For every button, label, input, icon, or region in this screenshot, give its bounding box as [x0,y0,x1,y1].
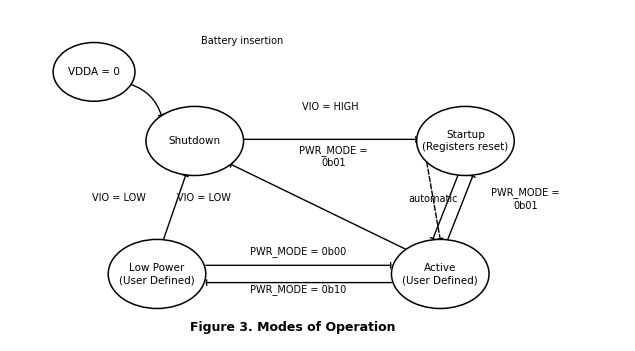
Text: PWR_MODE =
0b01: PWR_MODE = 0b01 [491,187,559,211]
Text: PWR_MODE =
0b01: PWR_MODE = 0b01 [299,145,368,168]
Text: VIO = LOW: VIO = LOW [177,193,231,203]
Text: Low Power
(User Defined): Low Power (User Defined) [119,263,195,285]
Text: VIO = HIGH: VIO = HIGH [302,101,358,112]
Ellipse shape [146,106,244,176]
Text: VDDA = 0: VDDA = 0 [68,67,120,77]
Text: PWR_MODE = 0b00: PWR_MODE = 0b00 [250,246,347,257]
Ellipse shape [391,239,489,309]
Text: VIO = LOW: VIO = LOW [92,193,146,203]
Ellipse shape [108,239,206,309]
Ellipse shape [417,106,514,176]
Text: Startup
(Registers reset): Startup (Registers reset) [422,130,509,152]
Text: Active
(User Defined): Active (User Defined) [403,263,478,285]
Ellipse shape [53,42,135,101]
Text: Figure 3. Modes of Operation: Figure 3. Modes of Operation [190,322,395,335]
Text: automatic: automatic [409,194,458,204]
Text: Shutdown: Shutdown [169,136,221,146]
Text: Battery insertion: Battery insertion [201,36,283,46]
Text: PWR_MODE = 0b10: PWR_MODE = 0b10 [250,284,347,295]
